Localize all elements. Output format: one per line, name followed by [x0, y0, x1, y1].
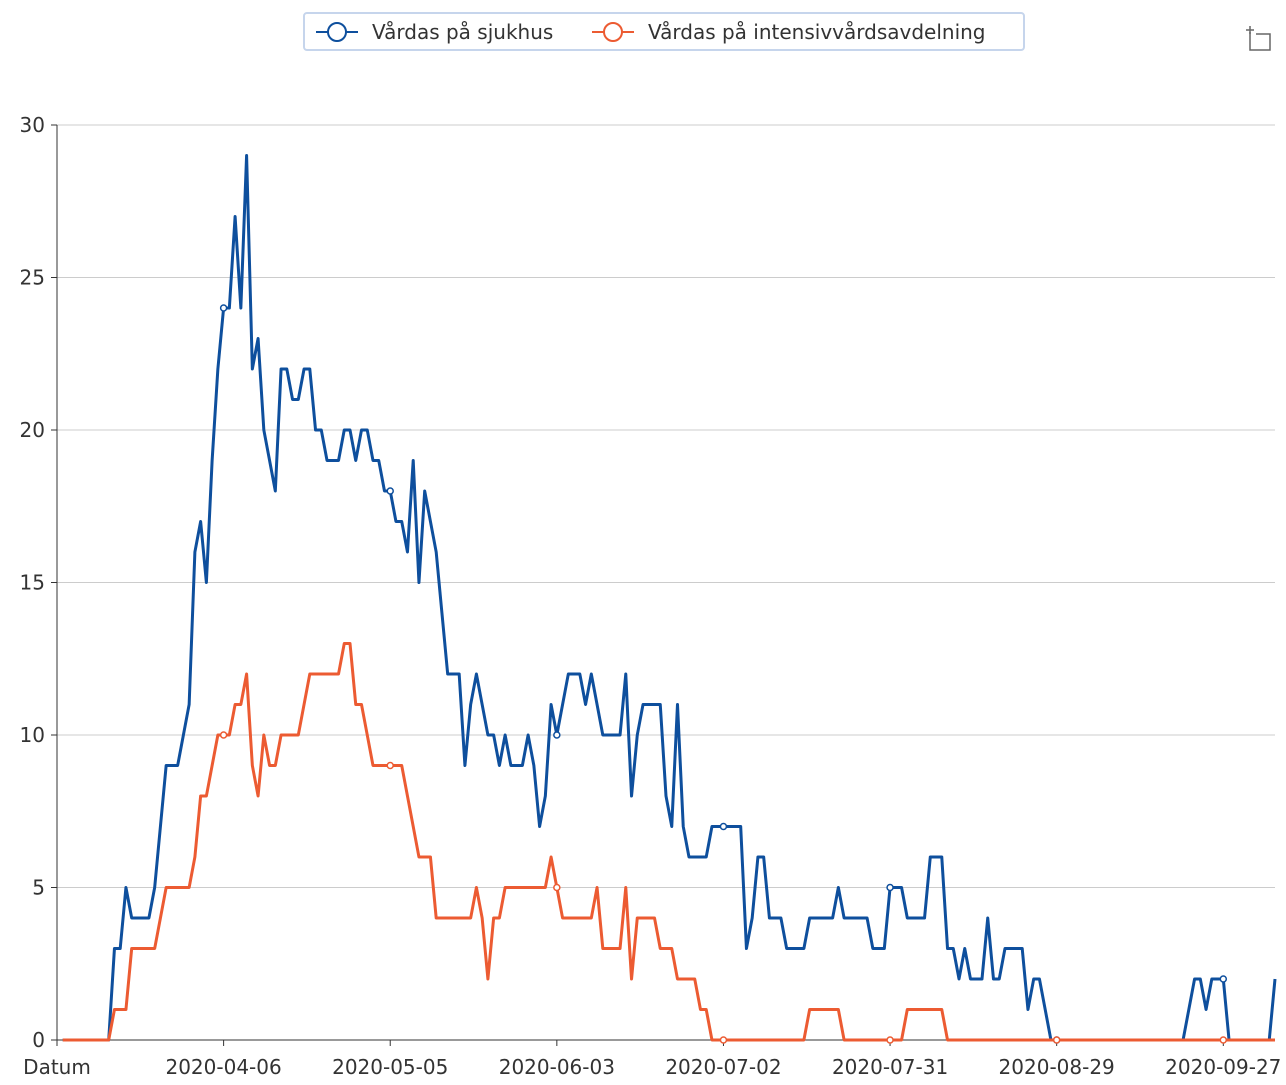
restore-icon[interactable]: [1249, 32, 1271, 51]
data-point: [1219, 1036, 1228, 1044]
data-point: [1219, 975, 1228, 983]
y-tick-label: 5: [32, 876, 45, 900]
data-point: [1052, 1036, 1061, 1044]
data-point: [386, 761, 394, 770]
legend: Vårdas på sjukhus Vårdas på intensivvårds…: [316, 20, 986, 44]
y-tick-label: 25: [20, 266, 45, 290]
data-point: [719, 1036, 728, 1044]
x-tick-label: 2020-07-31: [832, 1055, 948, 1079]
data-point: [386, 487, 394, 495]
data-point: [886, 1036, 894, 1044]
series-line: [62, 642, 1275, 1042]
series-line: [62, 154, 1277, 1042]
x-tick-label: 2020-04-06: [165, 1055, 281, 1079]
y-tick-label: 10: [20, 723, 45, 747]
x-tick-label: 2020-07-02: [665, 1055, 781, 1079]
y-tick-label: 15: [20, 571, 45, 595]
data-point: [553, 883, 561, 892]
data-point: [553, 731, 561, 739]
x-tick-label: Datum: [23, 1055, 91, 1079]
data-point: [219, 304, 228, 312]
legend-symbol: [603, 22, 623, 42]
y-tick-label: 30: [20, 113, 45, 137]
legend-label: Vårdas på intensivvårdsavdelning: [648, 20, 986, 44]
legend-symbol: [327, 22, 347, 42]
data-point: [719, 822, 728, 831]
toolbox-icon[interactable]: [1246, 26, 1271, 51]
plot: 0 5 10 15 20 25 30 Datum 2020-04-06 2020-05-05 202…: [20, 113, 1282, 1079]
data-point: [219, 731, 228, 739]
legend-box: [303, 12, 1025, 51]
legend-label: Vårdas på sjukhus: [372, 20, 553, 44]
y-tick-label: 20: [20, 418, 45, 442]
x-tick-label: 2020-06-03: [499, 1055, 615, 1079]
data-point: [886, 883, 894, 892]
x-tick-label: 2020-08-29: [999, 1055, 1115, 1079]
x-tick-label: 2020-05-05: [332, 1055, 448, 1079]
y-tick-label: 0: [32, 1028, 45, 1052]
x-tick-label: 2020-09-27: [1165, 1055, 1281, 1079]
